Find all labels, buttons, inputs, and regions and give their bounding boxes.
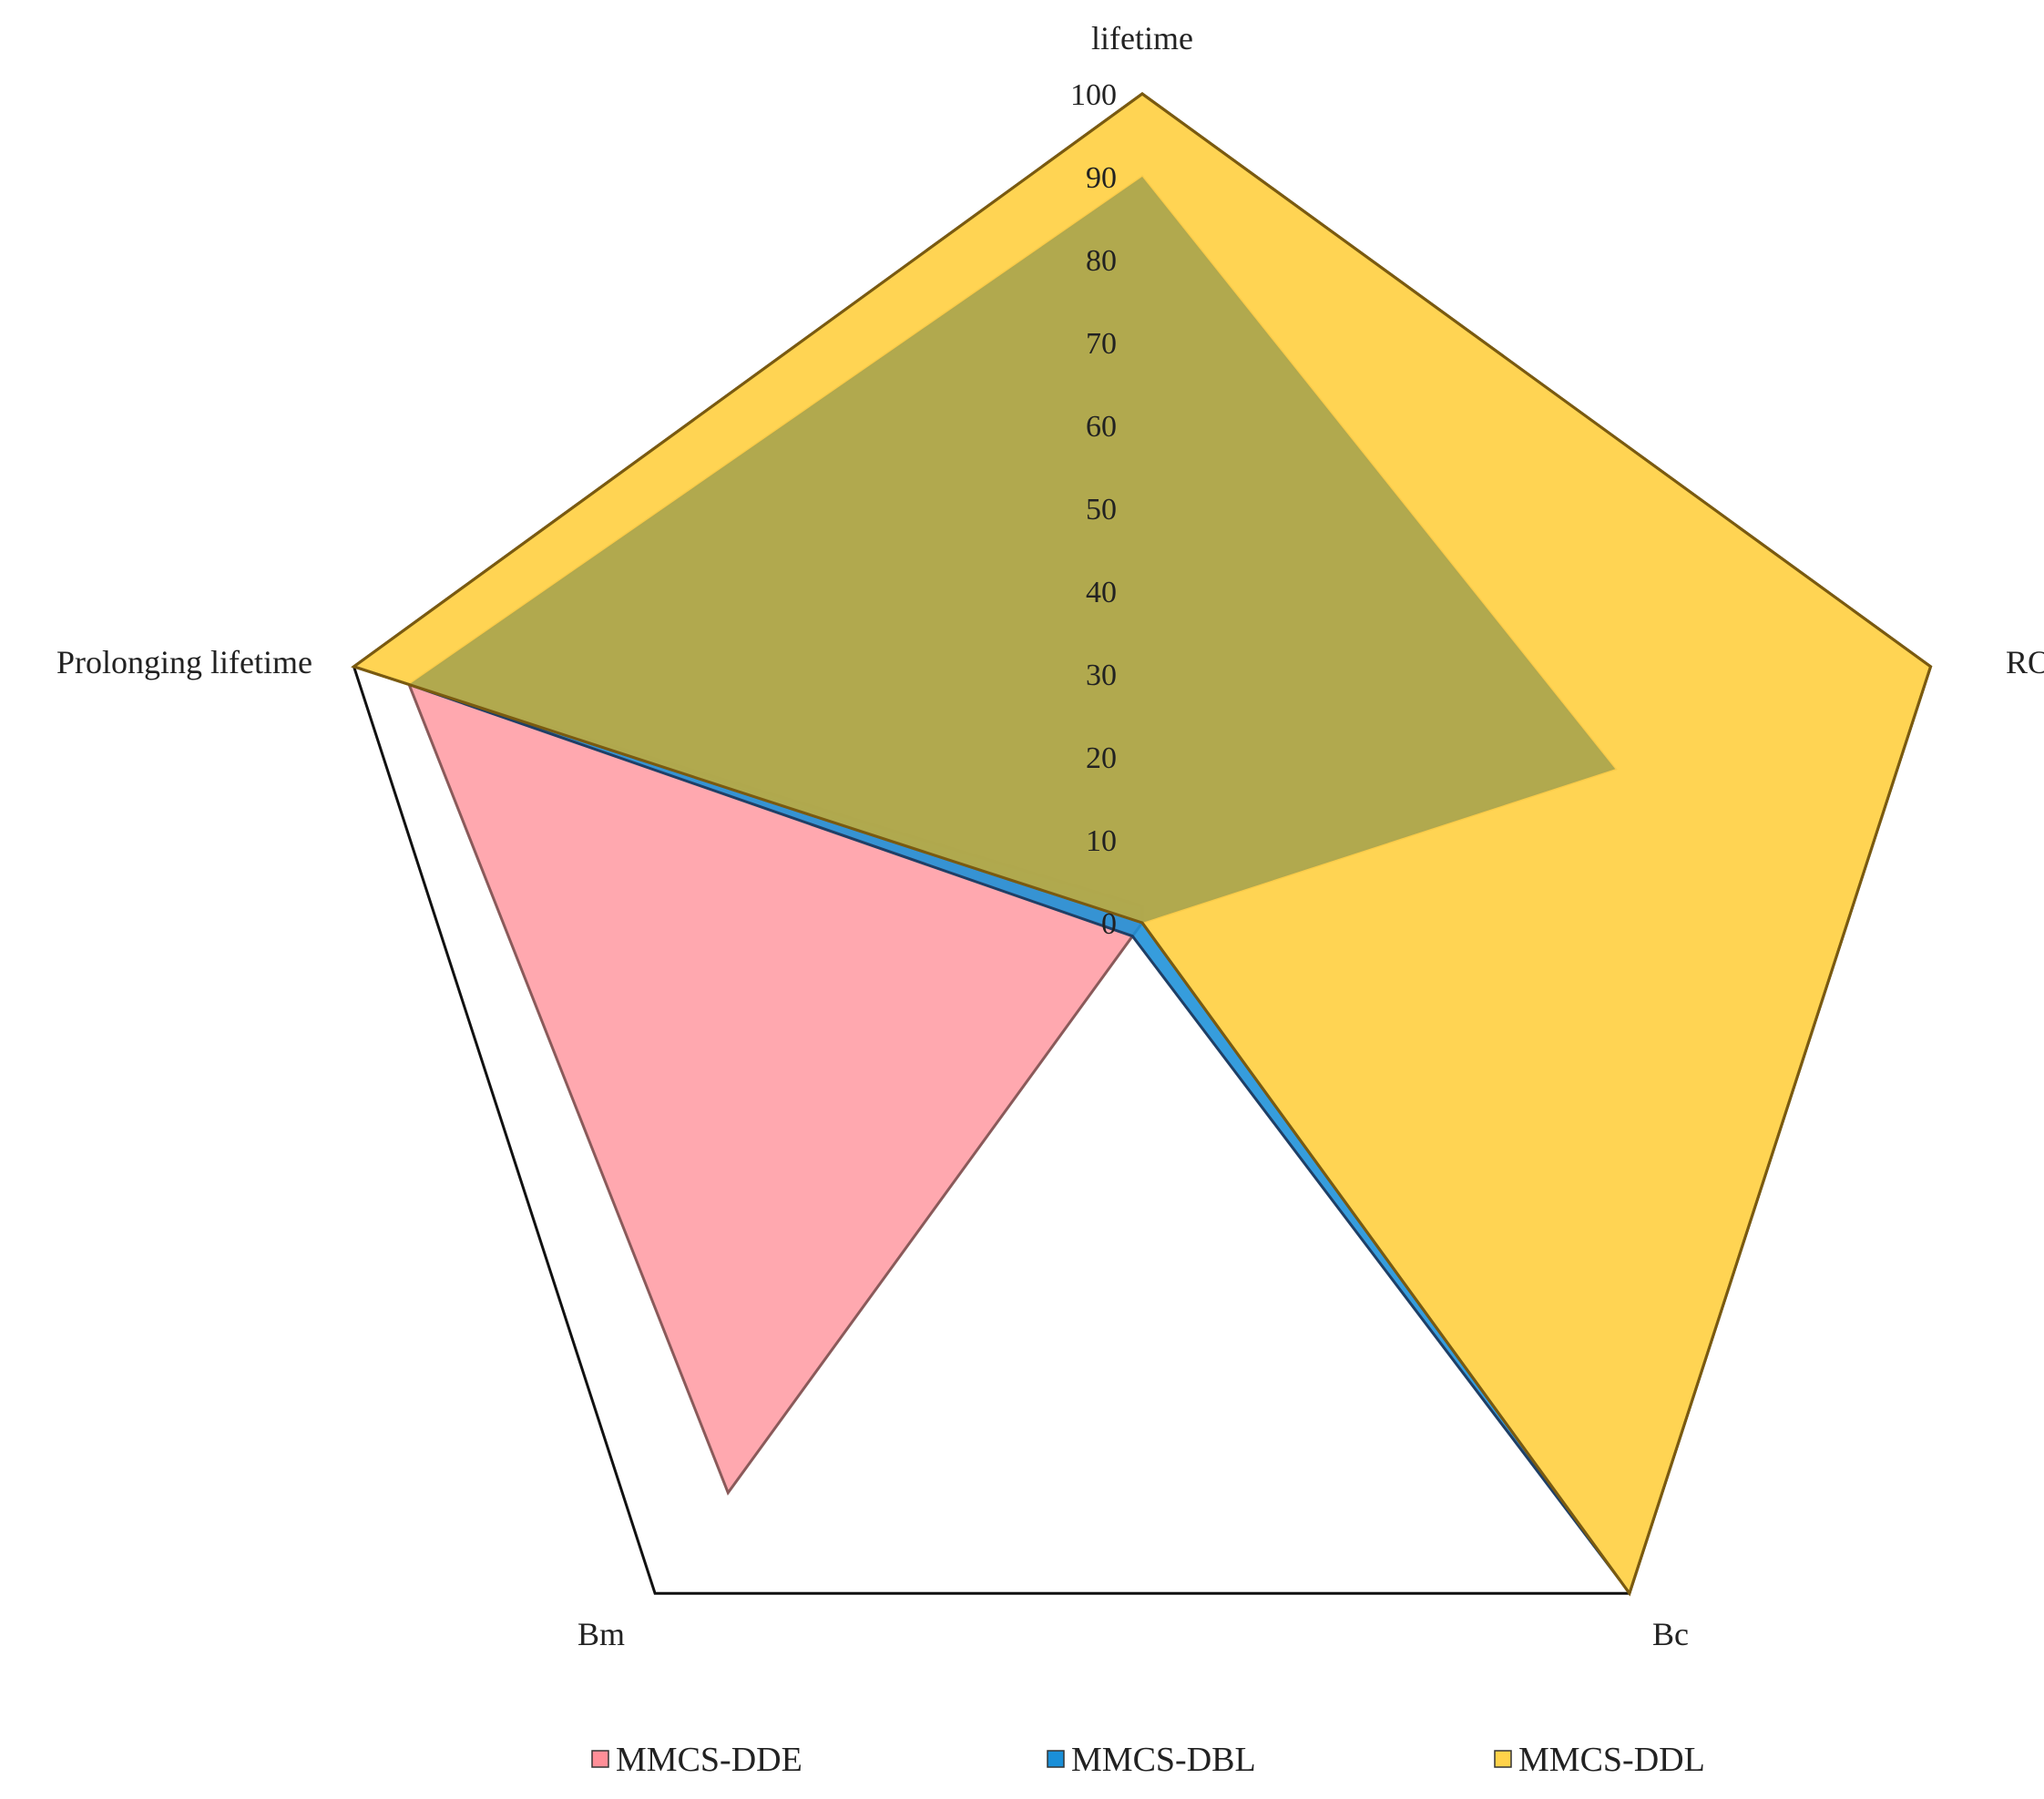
tick-label-100: 100 — [1070, 78, 1117, 112]
legend-swatch-mmcs-dde — [591, 1750, 609, 1768]
axis-label-lifetime: lifetime — [1091, 20, 1193, 56]
legend-label-mmcs-ddl: MMCS-DDL — [1518, 1741, 1705, 1779]
tick-label-10: 10 — [1086, 824, 1117, 858]
axis-label-bc: Bc — [1652, 1616, 1689, 1652]
legend: MMCS-DDE MMCS-DBL MMCS-DDL — [591, 1741, 1705, 1779]
tick-label-80: 80 — [1086, 244, 1117, 278]
tick-label-20: 20 — [1086, 741, 1117, 775]
axis-label-bm: Bm — [577, 1616, 625, 1652]
legend-swatch-mmcs-dbl — [1047, 1750, 1065, 1768]
radial-tick-labels: 0 10 20 30 40 50 60 70 80 90 100 — [1070, 78, 1117, 941]
tick-label-50: 50 — [1086, 493, 1117, 526]
tick-label-0: 0 — [1101, 907, 1117, 941]
legend-item-mmcs-dbl: MMCS-DBL — [1047, 1741, 1256, 1779]
tick-label-70: 70 — [1086, 327, 1117, 361]
axis-label-roi: ROI — [2006, 644, 2044, 680]
legend-swatch-mmcs-ddl — [1494, 1750, 1512, 1768]
tick-label-60: 60 — [1086, 410, 1117, 444]
series-mmcs-ddl-outline — [351, 92, 1933, 1597]
legend-item-mmcs-dde: MMCS-DDE — [591, 1741, 802, 1779]
radar-series — [351, 92, 1933, 1597]
axis-label-prolonging-lifetime: Prolonging lifetime — [56, 644, 312, 680]
legend-item-mmcs-ddl: MMCS-DDL — [1494, 1741, 1705, 1779]
tick-label-40: 40 — [1086, 576, 1117, 609]
tick-label-90: 90 — [1086, 161, 1117, 195]
axis-labels: lifetime ROI Bc Bm Prolonging lifetime — [56, 20, 2044, 1652]
legend-label-mmcs-dde: MMCS-DDE — [616, 1741, 802, 1779]
tick-label-30: 30 — [1086, 659, 1117, 692]
legend-label-mmcs-dbl: MMCS-DBL — [1071, 1741, 1256, 1779]
